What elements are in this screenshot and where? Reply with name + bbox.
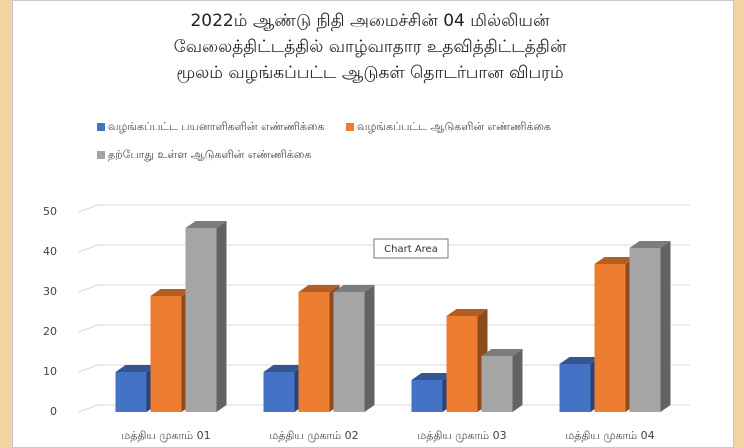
bar [559, 357, 601, 412]
bar-top [263, 365, 305, 372]
tooltip-text: Chart Area [384, 244, 438, 255]
bar [481, 349, 523, 412]
bar-front [333, 292, 365, 412]
y-tick-label: 0 [50, 405, 57, 418]
legend-swatch [346, 123, 354, 131]
bar [411, 373, 453, 412]
bar-top [298, 285, 340, 292]
bar [333, 285, 375, 412]
bar-front [446, 316, 478, 412]
bar-top [115, 365, 157, 372]
bar-side [660, 241, 671, 412]
legend-label: வழங்கப்பட்ட ஆடுகளின் எண்ணிக்கை [357, 120, 551, 133]
bar [594, 257, 636, 412]
y-tick-label: 30 [43, 285, 57, 298]
bar [629, 241, 671, 412]
bar [150, 289, 192, 412]
legend-swatch [97, 151, 105, 159]
legend-label: தற்போது உள்ள ஆடுகளின் எண்ணிக்கை [108, 148, 311, 161]
bar-front [115, 372, 147, 412]
bar-front [263, 372, 295, 412]
x-tick-label: மத்திய முகாம் 01 [121, 429, 210, 442]
bar-front [629, 248, 661, 412]
bar [446, 309, 488, 412]
x-tick-label: மத்திய முகாம் 02 [269, 429, 358, 442]
bar-top [559, 357, 601, 364]
bar-side [512, 349, 523, 412]
bar-top [594, 257, 636, 264]
bar [115, 365, 157, 412]
grid-line [77, 244, 690, 253]
y-tick-label: 50 [43, 205, 57, 218]
bar-front [150, 296, 182, 412]
bar [185, 221, 227, 412]
grid-line [77, 204, 690, 213]
bar-top [333, 285, 375, 292]
bar-top [629, 241, 671, 248]
legend-label: வழங்கப்பட்ட பயனாளிகளின் எண்ணிக்கை [108, 120, 324, 133]
bar-front [185, 228, 217, 412]
bar-top [481, 349, 523, 356]
bar-top [411, 373, 453, 380]
x-tick-label: மத்திய முகாம் 03 [417, 429, 506, 442]
y-tick-label: 10 [43, 365, 57, 378]
bar-front [411, 380, 443, 412]
x-tick-label: மத்திய முகாம் 04 [565, 429, 654, 442]
grid-line [77, 324, 690, 333]
y-tick-label: 40 [43, 245, 57, 258]
bar-front [594, 264, 626, 412]
bar-top [446, 309, 488, 316]
bar-front [298, 292, 330, 412]
bar-front [559, 364, 591, 412]
bar-side [216, 221, 227, 412]
chart-title: 2022ம் ஆண்டு நிதி அமைச்சின் 04 மில்லியன்… [173, 11, 567, 83]
bar [263, 365, 305, 412]
bar-side [364, 285, 375, 412]
grid-line [77, 284, 690, 293]
legend-swatch [97, 123, 105, 131]
bar-top [185, 221, 227, 228]
tooltip-box [373, 238, 449, 259]
bar-front [481, 356, 513, 412]
y-tick-label: 20 [43, 325, 57, 338]
bar-top [150, 289, 192, 296]
bar [298, 285, 340, 412]
